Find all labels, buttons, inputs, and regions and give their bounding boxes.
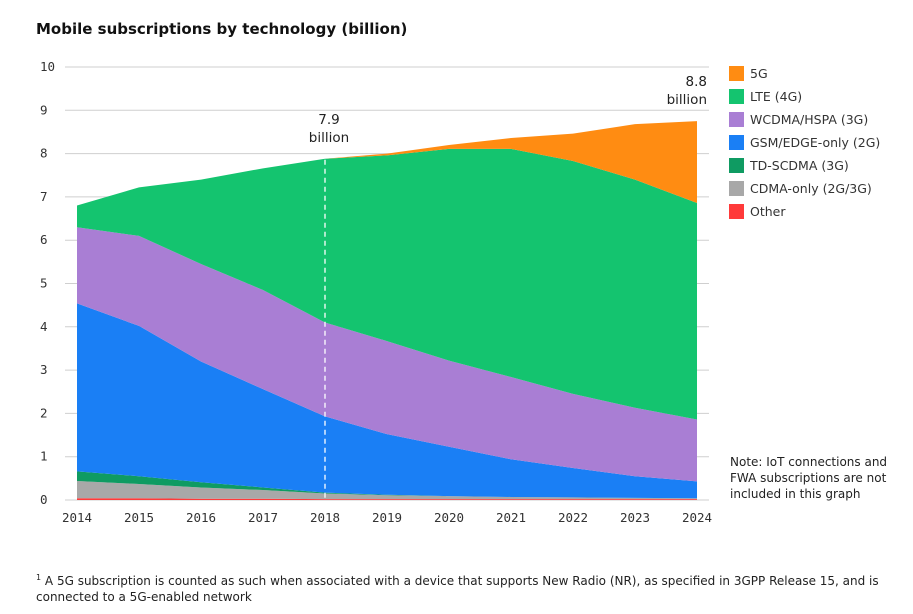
legend-item-wcdma-hspa-3g: WCDMA/HSPA (3G) <box>729 108 880 131</box>
legend-item-cdma-only-2g-3g: CDMA-only (2G/3G) <box>729 177 880 200</box>
legend-label-td-scdma-3g: TD-SCDMA (3G) <box>750 158 849 173</box>
legend-swatch-gsm-edge-only-2g <box>729 135 744 150</box>
legend-swatch-td-scdma-3g <box>729 158 744 173</box>
legend-label-lte-4g: LTE (4G) <box>750 89 803 104</box>
x-tick-label-2023: 2023 <box>620 510 650 525</box>
annotation-value-2018: 7.9 <box>318 112 339 128</box>
x-tick-label-2021: 2021 <box>496 510 526 525</box>
note-text: Note: IoT connections and FWA subscripti… <box>730 455 888 501</box>
legend-swatch-other <box>729 204 744 219</box>
footnote-marker: 1 <box>36 573 42 582</box>
area-wcdma-hspa-3g <box>77 227 697 482</box>
area-5g <box>77 121 697 206</box>
y-tick-label-1: 1 <box>40 449 48 464</box>
y-tick-label-4: 4 <box>40 319 48 334</box>
x-tick-label-2016: 2016 <box>186 510 216 525</box>
legend-item-td-scdma-3g: TD-SCDMA (3G) <box>729 154 880 177</box>
legend-swatch-5g <box>729 66 744 81</box>
x-tick-label-2020: 2020 <box>434 510 464 525</box>
x-tick-label-2019: 2019 <box>372 510 402 525</box>
x-tick-label-2024: 2024 <box>682 510 712 525</box>
legend-label-cdma-only-2g-3g: CDMA-only (2G/3G) <box>750 181 872 196</box>
annotation-unit-2024: billion <box>667 92 707 108</box>
footnote: 1 A 5G subscription is counted as such w… <box>36 570 913 605</box>
y-tick-label-3: 3 <box>40 362 48 377</box>
legend-label-5g: 5G <box>750 66 768 81</box>
legend-label-wcdma-hspa-3g: WCDMA/HSPA (3G) <box>750 112 869 127</box>
legend-label-other: Other <box>750 204 786 219</box>
x-tick-label-2017: 2017 <box>248 510 278 525</box>
legend-item-gsm-edge-only-2g: GSM/EDGE-only (2G) <box>729 131 880 154</box>
y-tick-label-9: 9 <box>40 102 48 117</box>
legend-swatch-lte-4g <box>729 89 744 104</box>
x-tick-label-2022: 2022 <box>558 510 588 525</box>
area-cdma-only-2g-3g <box>77 480 697 500</box>
y-tick-label-7: 7 <box>40 189 48 204</box>
chart-title: Mobile subscriptions by technology (bill… <box>36 20 408 38</box>
area-gsm-edge-only-2g <box>77 303 697 499</box>
y-tick-label-6: 6 <box>40 232 48 247</box>
legend-item-5g: 5G <box>729 62 880 85</box>
annotation-unit-2018: billion <box>309 130 349 146</box>
x-tick-label-2014: 2014 <box>62 510 92 525</box>
x-tick-label-2015: 2015 <box>124 510 154 525</box>
legend-swatch-cdma-only-2g-3g <box>729 181 744 196</box>
legend-label-gsm-edge-only-2g: GSM/EDGE-only (2G) <box>750 135 881 150</box>
legend-item-lte-4g: LTE (4G) <box>729 85 880 108</box>
y-tick-label-8: 8 <box>40 146 48 161</box>
annotation-value-2024: 8.8 <box>686 74 707 90</box>
legend-swatch-wcdma-hspa-3g <box>729 112 744 127</box>
y-tick-label-0: 0 <box>40 492 48 507</box>
legend-item-other: Other <box>729 200 880 223</box>
x-tick-label-2018: 2018 <box>310 510 340 525</box>
y-tick-label-5: 5 <box>40 276 48 291</box>
area-other <box>77 498 697 500</box>
y-tick-label-10: 10 <box>40 59 55 74</box>
legend: 5G LTE (4G) WCDMA/HSPA (3G) GSM/EDGE-only (… <box>729 62 880 223</box>
footnote-text: A 5G subscription is counted as such whe… <box>36 574 879 604</box>
y-tick-label-2: 2 <box>40 405 48 420</box>
area-lte-4g <box>77 148 697 420</box>
area-td-scdma-3g <box>77 471 697 499</box>
